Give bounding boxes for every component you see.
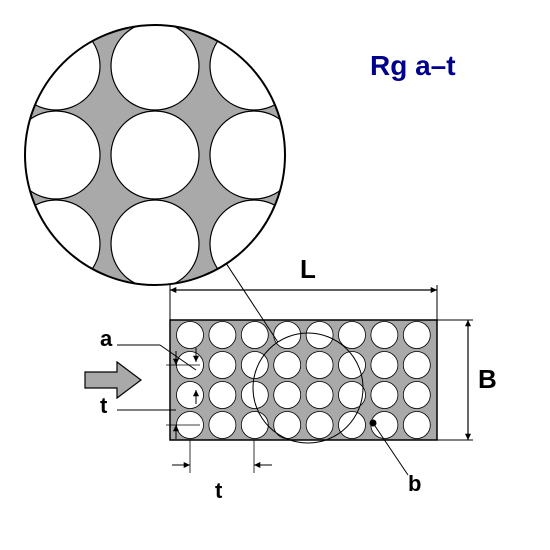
- dim-label-t-horiz: t: [215, 478, 222, 504]
- dim-label-L: L: [300, 254, 316, 285]
- dim-label-B: B: [478, 364, 497, 395]
- dim-label-a: a: [100, 326, 112, 352]
- dim-label-t-vert: t: [100, 393, 107, 419]
- dim-label-b: b: [408, 471, 421, 497]
- diagram-title: Rg a–t: [370, 50, 456, 82]
